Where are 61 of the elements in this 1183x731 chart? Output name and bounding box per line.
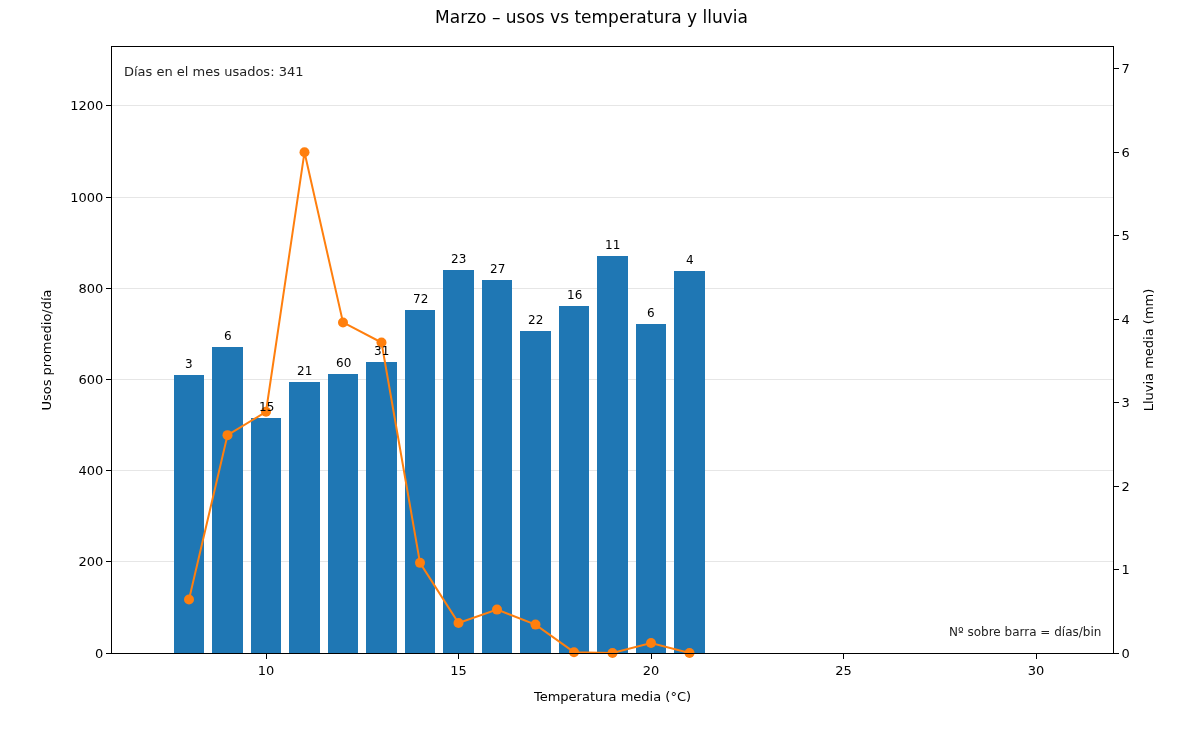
annotation: 11 — [605, 238, 621, 252]
point — [492, 604, 502, 615]
bar — [520, 331, 551, 653]
y2-tick-label: 7 — [1121, 61, 1130, 77]
y2-axis-title: Lluvia media (mm) — [1141, 288, 1157, 412]
x-tick-label: 10 — [257, 662, 275, 678]
bar — [328, 374, 358, 653]
bar — [212, 347, 243, 653]
y2-tick-label: 4 — [1121, 311, 1130, 327]
y-tick-label: 400 — [78, 463, 104, 479]
point — [338, 317, 348, 328]
bar — [405, 310, 435, 653]
y2-tick-label: 3 — [1121, 395, 1130, 411]
bar — [251, 418, 281, 653]
point — [184, 594, 194, 605]
annotation: 60 — [336, 356, 352, 370]
annotation: 16 — [567, 288, 583, 302]
y2-tick-label: 6 — [1121, 144, 1130, 160]
bar — [559, 306, 589, 653]
bar — [289, 382, 320, 653]
point — [530, 619, 541, 630]
y2-tick-label: 2 — [1121, 478, 1130, 494]
x-axis-title: Temperatura media (°C) — [532, 689, 692, 705]
annotation: 22 — [528, 313, 544, 327]
point — [299, 147, 310, 158]
annotation: 27 — [490, 262, 506, 276]
annotation: 3 — [185, 357, 193, 371]
bar — [366, 362, 397, 653]
annotation: 21 — [297, 364, 313, 378]
annotation: Nº sobre barra = días/bin — [949, 625, 1102, 639]
y-tick-label: 1200 — [70, 98, 104, 114]
bar — [674, 271, 705, 653]
y-tick-label: 800 — [78, 280, 104, 296]
point — [646, 637, 656, 648]
x-tick-label: 25 — [835, 662, 852, 678]
y2-tick-label: 0 — [1121, 645, 1130, 661]
y2-tick-label: 5 — [1121, 228, 1130, 244]
point — [415, 557, 425, 568]
annotation: 6 — [224, 329, 232, 343]
bar — [174, 375, 204, 653]
y-axis-title: Usos promedio/día — [39, 289, 55, 411]
annotation: 6 — [647, 306, 655, 320]
x-tick-label: 15 — [450, 662, 467, 678]
x-tick-label: 30 — [1027, 662, 1045, 678]
bar — [597, 256, 628, 653]
bar — [636, 324, 666, 653]
annotation: 23 — [451, 252, 467, 266]
bar — [482, 280, 512, 653]
annotation: 4 — [686, 253, 694, 267]
bar — [443, 270, 474, 653]
y-tick-label: 600 — [78, 371, 104, 387]
point — [222, 430, 233, 441]
annotation: Días en el mes usados: 341 — [124, 64, 304, 79]
y-tick-label: 0 — [95, 645, 104, 661]
y-tick-label: 1000 — [70, 189, 104, 205]
point — [453, 617, 464, 628]
chart-title: Marzo – usos vs temperatura y lluvia — [435, 6, 748, 27]
x-tick-label: 20 — [642, 662, 660, 678]
annotation: 72 — [413, 292, 429, 306]
y-tick-label: 200 — [78, 554, 104, 570]
y2-tick-label: 1 — [1121, 562, 1130, 578]
